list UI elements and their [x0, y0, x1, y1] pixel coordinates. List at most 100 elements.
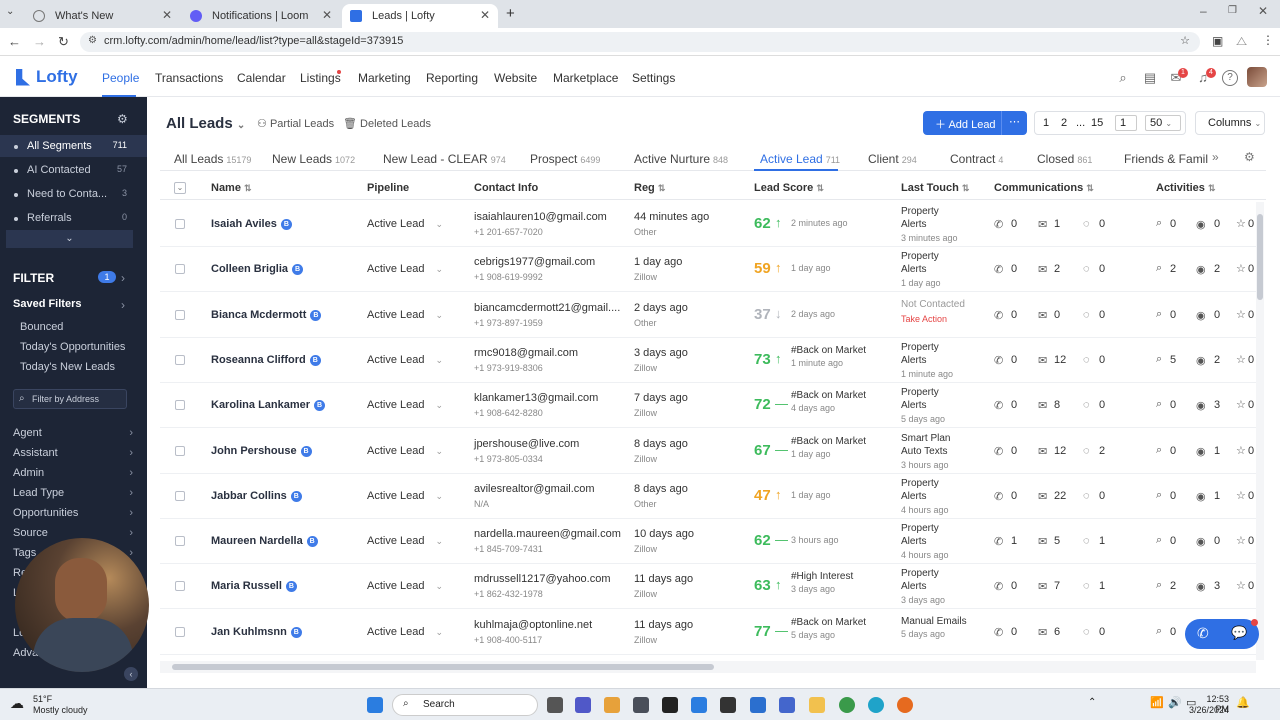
saved-filter-item[interactable]: Bounced	[20, 321, 64, 333]
email-icon[interactable]: ✉	[1038, 354, 1048, 367]
sort-icon[interactable]: ⇅	[244, 183, 252, 193]
phone-icon[interactable]: ✆	[994, 445, 1004, 458]
table-row[interactable]: Jabbar Collins B Active Lead ⌄ avilesreal…	[160, 474, 1256, 519]
bell-icon[interactable]: ♫	[1198, 70, 1208, 85]
email-icon[interactable]: ✉	[1038, 264, 1048, 277]
phone-icon[interactable]: ✆	[994, 219, 1004, 231]
pipeline-select[interactable]: Active Lead ⌄	[367, 263, 444, 276]
lead-score[interactable]: 73	[754, 350, 771, 368]
task-view-icon[interactable]	[547, 697, 563, 713]
star-icon[interactable]: ☆	[1236, 489, 1246, 502]
table-row[interactable]: Karolina Lankamer B Active Lead ⌄ klankam…	[160, 383, 1256, 429]
phone-icon[interactable]: ✆	[994, 354, 1004, 367]
sort-icon[interactable]: ⇅	[961, 183, 970, 193]
help-icon[interactable]: ?	[1222, 70, 1238, 86]
lead-score[interactable]: 63	[754, 577, 771, 595]
text-message-icon[interactable]: ◌	[1083, 399, 1090, 412]
lead-name[interactable]: Roseanna Clifford B	[211, 354, 321, 366]
stage-tab[interactable]: Friends & Famil	[1124, 152, 1209, 166]
contact-email[interactable]: cebrigs1977@gmail.com	[474, 256, 596, 269]
email-icon[interactable]: ✉	[1038, 309, 1048, 322]
table-row[interactable]: Roseanna Clifford B Active Lead ⌄ rmc9018…	[160, 338, 1256, 383]
table-row[interactable]: Bianca Mcdermott B Active Lead ⌄ biancamc…	[160, 293, 1256, 338]
filter-lead-type[interactable]: Lead Type ›	[13, 487, 133, 499]
search-icon[interactable]: ⌕	[1156, 443, 1163, 456]
email-icon[interactable]: ✉	[1038, 626, 1048, 639]
eye-icon[interactable]: ◉	[1196, 264, 1206, 277]
contact-phone[interactable]: +1 973-805-0334	[474, 453, 543, 464]
nav-marketing[interactable]: Marketing	[358, 71, 411, 85]
stage-tab[interactable]: New Lead - CLEAR 974	[383, 152, 506, 166]
text-message-icon[interactable]: ◌	[1083, 580, 1090, 593]
filter-admin[interactable]: Admin ›	[13, 467, 133, 479]
table-row[interactable]: Isaiah Aviles B Active Lead ⌄ isaiahlaure…	[160, 202, 1256, 247]
star-icon[interactable]: ☆	[1236, 535, 1246, 548]
sort-icon[interactable]: ⇅	[1086, 183, 1094, 193]
saved-filters[interactable]: Saved Filters	[13, 298, 82, 310]
table-row[interactable]: Colleen Briglia B Active Lead ⌄ cebrigs19…	[160, 247, 1256, 293]
contact-email[interactable]: rmc9018@gmail.com	[474, 346, 579, 359]
new-tab-icon[interactable]: +	[506, 5, 515, 22]
eye-icon[interactable]: ◉	[1196, 536, 1206, 549]
column-header-activities[interactable]: Activities ⇅	[1156, 182, 1216, 194]
text-message-icon[interactable]: ◌	[1083, 535, 1090, 548]
lead-name[interactable]: John Pershouse B	[211, 445, 312, 457]
battery-icon[interactable]: ▭	[1186, 697, 1197, 709]
minimize-icon[interactable]: –	[1200, 4, 1207, 18]
last-touch-time[interactable]: Take Action	[901, 313, 948, 324]
pipeline-select[interactable]: Active Lead ⌄	[367, 353, 444, 366]
filter-address-input[interactable]: ⌕ Filter by Address	[13, 389, 127, 409]
contact-phone[interactable]: +1 908-619-9992	[474, 272, 543, 283]
nav-transactions[interactable]: Transactions	[155, 71, 224, 85]
search-icon[interactable]: ⌕	[1156, 534, 1163, 547]
lofty-logo[interactable]: Lofty	[16, 67, 78, 87]
text-message-icon[interactable]: ◌	[1083, 218, 1090, 230]
weather-icon[interactable]: ☁	[10, 695, 24, 711]
url-field[interactable]: ⚙ crm.lofty.com/admin/home/lead/list?typ…	[80, 32, 1200, 52]
star-icon[interactable]: ☆	[1236, 353, 1246, 366]
mail-icon[interactable]	[633, 697, 649, 713]
sidepanel-icon[interactable]: ▣	[1212, 34, 1224, 48]
contact-email[interactable]: klankamer13@gmail.com	[474, 392, 599, 405]
search-icon[interactable]: ⌕	[1156, 579, 1163, 592]
phone-icon[interactable]: ✆	[994, 264, 1004, 277]
page-input[interactable]: 1	[1115, 115, 1137, 131]
clock-time[interactable]: 12:53 PM	[1206, 694, 1229, 714]
column-header-lead-score[interactable]: Lead Score ⇅	[754, 182, 824, 194]
network-icon[interactable]: 📶	[1150, 697, 1164, 709]
table-row[interactable]: Maureen Nardella B Active Lead ⌄ nardella…	[160, 519, 1256, 565]
phone-icon[interactable]: ✆	[994, 400, 1004, 413]
more-icon[interactable]: ⋯	[1001, 111, 1027, 135]
nav-marketplace[interactable]: Marketplace	[553, 71, 619, 85]
avatar[interactable]	[1247, 67, 1267, 87]
row-checkbox[interactable]	[175, 626, 185, 637]
search-icon[interactable]: ⌕	[1156, 488, 1163, 501]
page-title[interactable]: All Leads ⌄	[166, 115, 246, 132]
gear-icon[interactable]: ⚙	[117, 112, 128, 126]
contact-email[interactable]: nardella.maureen@gmail.com	[474, 528, 621, 541]
row-checkbox[interactable]	[175, 536, 185, 547]
app-icon[interactable]	[720, 697, 736, 713]
star-icon[interactable]: ☆	[1236, 308, 1246, 321]
lead-score[interactable]: 37	[754, 305, 771, 323]
contact-email[interactable]: jpershouse@live.com	[474, 437, 580, 450]
row-checkbox[interactable]	[175, 400, 185, 411]
partial-leads-link[interactable]: ⚇ Partial Leads	[257, 118, 335, 130]
text-message-icon[interactable]: ◌	[1083, 263, 1090, 276]
eye-icon[interactable]: ◉	[1196, 309, 1206, 322]
scroll-thumb[interactable]	[172, 664, 714, 670]
star-icon[interactable]: ☆	[1236, 399, 1246, 412]
lead-name[interactable]: Colleen Briglia B	[211, 263, 304, 276]
contact-email[interactable]: avilesrealtor@gmail.com	[474, 482, 595, 495]
filter-agent[interactable]: Agent ›	[13, 427, 133, 439]
star-icon[interactable]: ☆	[1236, 218, 1246, 230]
nav-people[interactable]: People	[102, 71, 140, 85]
phone-icon[interactable]: ✆	[994, 536, 1004, 549]
email-icon[interactable]: ✉	[1038, 490, 1048, 503]
vscode-icon[interactable]	[750, 697, 766, 713]
lead-score[interactable]: 67	[754, 441, 771, 459]
eye-icon[interactable]: ◉	[1196, 490, 1206, 503]
contact-phone[interactable]: N/A	[474, 498, 490, 509]
contact-phone[interactable]: +1 973-919-8306	[474, 362, 543, 373]
row-checkbox[interactable]	[175, 309, 185, 320]
